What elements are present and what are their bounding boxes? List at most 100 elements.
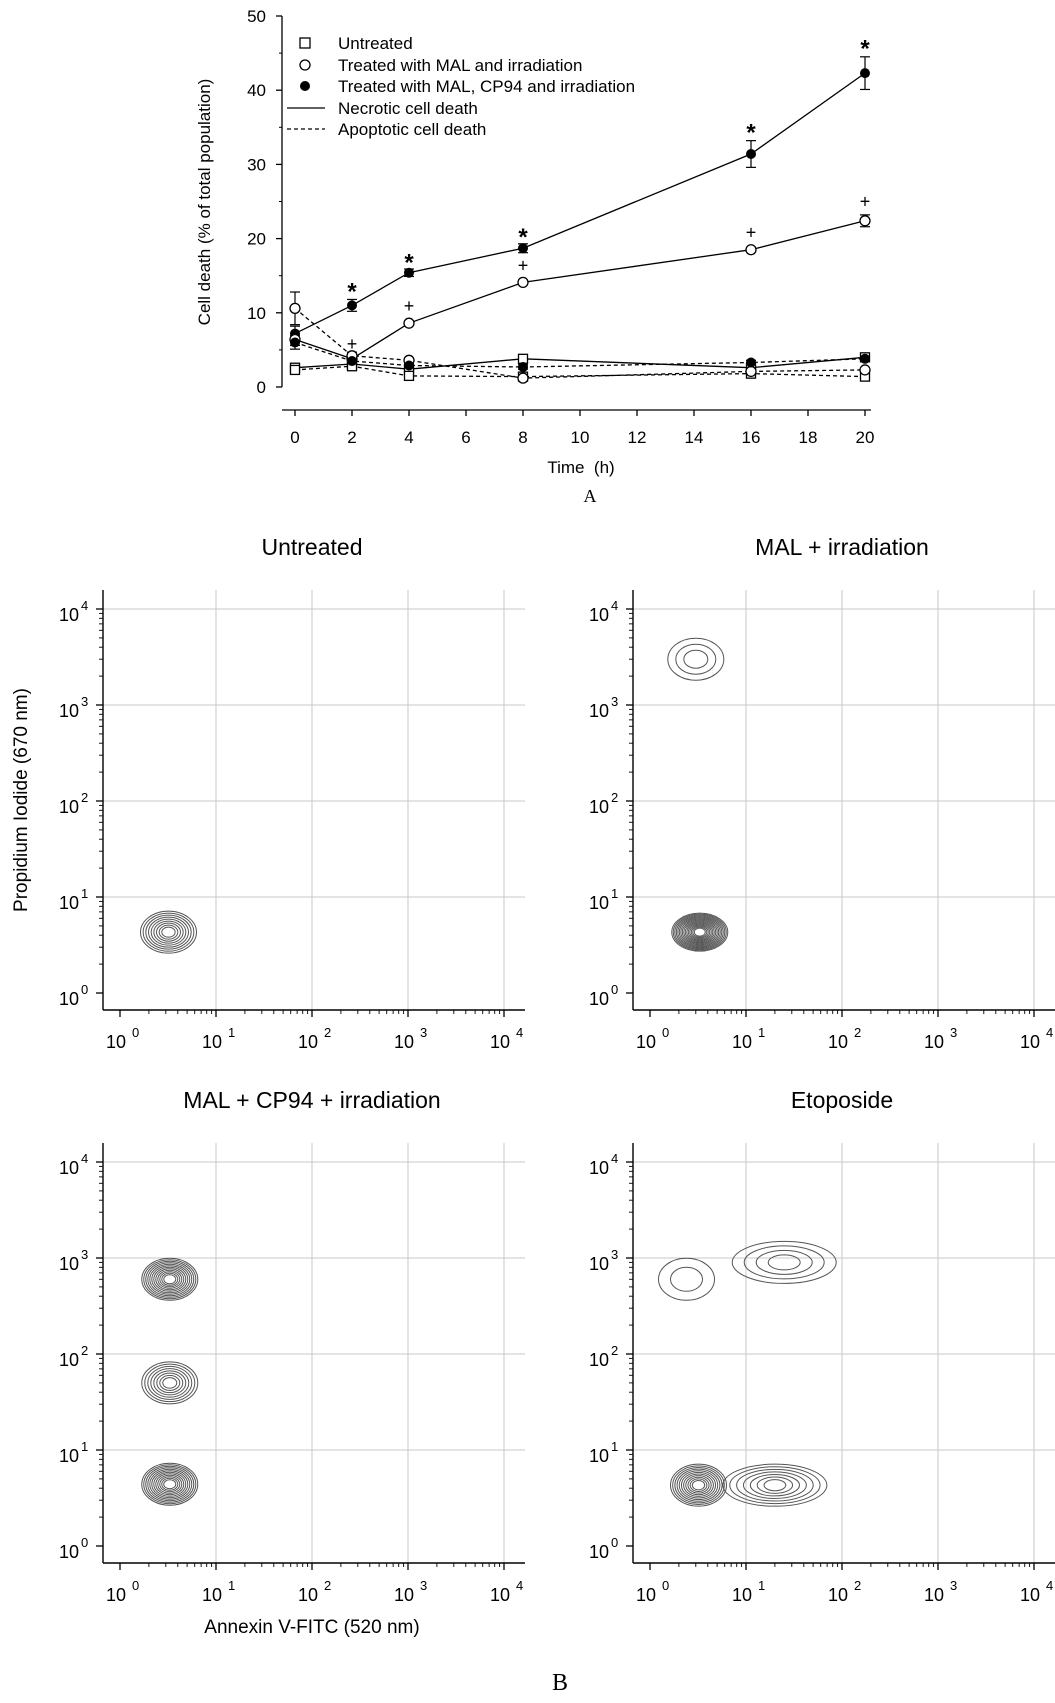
panel-a-marker-open-circle: [517, 276, 529, 289]
contour-line: [689, 1478, 708, 1492]
contour-y-tick-label: 10: [589, 701, 609, 721]
contour-x-tick-exponent: 1: [228, 1025, 235, 1040]
contour-line: [150, 1368, 190, 1398]
contour-line: [153, 920, 184, 944]
contour-y-tick-label: 10: [59, 893, 79, 913]
panel-a-y-axis-label: Cell death (% of total population): [195, 79, 214, 326]
contour-line: [690, 925, 709, 939]
legend-label-necrotic: Necrotic cell death: [338, 99, 478, 118]
contour-x-tick-exponent: 1: [758, 1025, 765, 1040]
panel-a-marker-filled-circle: [290, 337, 300, 348]
contour-line: [687, 1476, 710, 1494]
panel-a-x-tick-label: 4: [404, 428, 413, 447]
contour-y-tick-exponent: 1: [611, 886, 618, 901]
contour-line: [161, 926, 176, 938]
contour-y-tick-label: 10: [59, 701, 79, 721]
panel-a-y-tick-label: 50: [247, 7, 266, 26]
contour-x-tick-exponent: 3: [420, 1578, 427, 1593]
contour-x-tick-label: 10: [924, 1585, 944, 1605]
contour-line: [687, 923, 712, 941]
contour-line: [147, 1365, 193, 1400]
contour-y-tick-label: 10: [589, 989, 609, 1009]
contour-x-axis-label: Annexin V-FITC (520 nm): [204, 1617, 419, 1638]
contour-line: [692, 926, 708, 938]
contour-line: [143, 1259, 197, 1300]
contour-y-tick-label: 10: [589, 1350, 609, 1370]
significance-star: *: [347, 278, 357, 305]
contour-y-tick-label: 10: [589, 893, 609, 913]
contour-panel-title: Etoposide: [791, 1087, 893, 1113]
contour-line: [684, 921, 715, 943]
panel-a-x-tick-label: 20: [856, 428, 875, 447]
contour-line: [157, 1474, 183, 1494]
contour-line: [672, 1465, 725, 1506]
panel-a-x-tick-label: 0: [290, 428, 299, 447]
panel-a-x-tick-label: 16: [742, 428, 761, 447]
panel-a-marker-open-circle: [745, 244, 757, 256]
contour-y-tick-label: 10: [589, 605, 609, 625]
contour-line: [683, 920, 717, 944]
contour-x-tick-exponent: 0: [132, 1578, 139, 1593]
panel-a-axes: [281, 16, 871, 411]
contour-x-tick-exponent: 3: [420, 1025, 427, 1040]
contour-x-tick-label: 10: [394, 1585, 414, 1605]
contour-line: [163, 1274, 177, 1285]
panel-a-y-tick-label: 10: [247, 304, 266, 323]
contour-line: [162, 1377, 178, 1389]
contour-line: [155, 922, 181, 942]
panel-a-marker-open-circle: [289, 302, 301, 314]
contour-line: [151, 1265, 189, 1294]
contour-line: [691, 1480, 706, 1491]
significance-plus: +: [860, 192, 871, 212]
contour-line: [147, 916, 189, 948]
contour-line: [749, 1473, 800, 1497]
contour-x-tick-exponent: 2: [854, 1578, 861, 1593]
contour-line: [681, 919, 718, 945]
contour-x-tick-label: 10: [732, 1032, 752, 1052]
contour-line: [671, 912, 729, 952]
contour-y-tick-label: 10: [59, 605, 79, 625]
contour-line: [675, 915, 724, 949]
contour-y-tick-label: 10: [59, 1350, 79, 1370]
contour-y-tick-exponent: 1: [81, 886, 88, 901]
legend-marker-open-circle: [299, 59, 311, 71]
panel-a-label: A: [584, 486, 597, 506]
panel-a-x-axis-label: Time (h): [547, 458, 614, 477]
contour-x-tick-label: 10: [106, 1585, 126, 1605]
contour-line: [755, 1249, 813, 1275]
contour-x-tick-label: 10: [732, 1585, 752, 1605]
contour-line: [149, 1263, 191, 1295]
contour-line: [672, 913, 727, 951]
contour-x-tick-label: 10: [828, 1585, 848, 1605]
contour-line: [139, 910, 197, 954]
contour-x-tick-exponent: 0: [662, 1025, 669, 1040]
legend-label-mal-cp94-irradiation: Treated with MAL, CP94 and irradiation: [338, 77, 635, 96]
contour-y-tick-exponent: 4: [611, 1151, 618, 1166]
contour-line: [149, 1468, 191, 1500]
contour-y-tick-exponent: 2: [81, 790, 88, 805]
contour-line: [669, 1463, 727, 1507]
legend-marker-filled-circle: [300, 81, 310, 91]
contour-line: [686, 922, 714, 942]
panel-a-marker-filled-circle: [746, 149, 756, 160]
contour-line: [159, 1374, 181, 1391]
significance-star: *: [404, 249, 414, 276]
contour-line: [658, 1257, 716, 1301]
panel-a-marker-open-circle: [517, 372, 529, 384]
panel-a-x-tick-label: 2: [347, 428, 356, 447]
contour-line: [678, 1470, 719, 1501]
panel-a-x-tick-label: 18: [799, 428, 818, 447]
contour-y-tick-exponent: 0: [81, 982, 88, 997]
contour-line: [678, 917, 721, 947]
contour-line: [153, 1471, 187, 1497]
contour-y-tick-exponent: 2: [611, 790, 618, 805]
contour-line: [144, 1363, 196, 1403]
contour-y-tick-exponent: 3: [611, 694, 618, 709]
panel-a-y-tick-label: 20: [247, 230, 266, 249]
contour-line: [731, 1240, 837, 1284]
contour-y-tick-exponent: 4: [611, 598, 618, 613]
panel-a-marker-filled-circle: [860, 68, 870, 79]
contour-line: [736, 1468, 814, 1502]
